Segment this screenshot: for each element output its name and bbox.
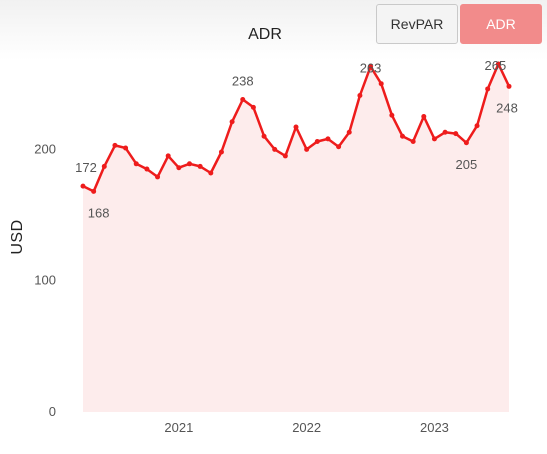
- data-point[interactable]: [410, 138, 416, 144]
- data-point[interactable]: [357, 93, 363, 99]
- data-point[interactable]: [346, 129, 352, 135]
- data-point[interactable]: [431, 136, 437, 142]
- data-point[interactable]: [325, 136, 331, 142]
- adr-toggle-button[interactable]: ADR: [460, 4, 542, 44]
- x-tick-label: 2021: [164, 420, 193, 435]
- data-point[interactable]: [144, 166, 150, 172]
- data-label: 248: [496, 100, 518, 115]
- data-point[interactable]: [442, 129, 448, 135]
- data-point[interactable]: [261, 133, 267, 139]
- x-tick-label: 2022: [292, 420, 321, 435]
- data-point[interactable]: [208, 170, 214, 176]
- data-point[interactable]: [80, 183, 86, 189]
- data-point[interactable]: [91, 188, 97, 194]
- data-point[interactable]: [474, 123, 480, 129]
- data-point[interactable]: [389, 112, 395, 118]
- y-axis-label: USD: [9, 219, 26, 254]
- data-point[interactable]: [112, 142, 118, 148]
- data-label: 168: [88, 205, 110, 220]
- y-tick-label: 0: [49, 404, 56, 419]
- data-point[interactable]: [453, 131, 459, 137]
- data-point[interactable]: [187, 161, 192, 167]
- data-point[interactable]: [495, 61, 501, 67]
- data-point[interactable]: [229, 119, 235, 125]
- data-point[interactable]: [155, 174, 161, 180]
- data-point[interactable]: [133, 161, 139, 167]
- chart-title: ADR: [248, 26, 282, 43]
- data-label: 265: [484, 58, 506, 73]
- data-point[interactable]: [240, 96, 246, 102]
- data-point[interactable]: [304, 146, 310, 152]
- data-point[interactable]: [197, 163, 203, 169]
- revpar-toggle-button[interactable]: RevPAR: [376, 4, 458, 44]
- data-point[interactable]: [378, 81, 384, 87]
- x-tick-label: 2023: [420, 420, 449, 435]
- data-point[interactable]: [485, 86, 491, 92]
- y-tick-label: 200: [34, 141, 56, 156]
- data-point[interactable]: [293, 124, 299, 130]
- data-label: 263: [360, 61, 382, 76]
- data-point[interactable]: [314, 138, 320, 144]
- data-point[interactable]: [368, 64, 374, 70]
- data-point[interactable]: [506, 83, 512, 89]
- data-point[interactable]: [272, 146, 278, 152]
- data-point[interactable]: [218, 149, 224, 155]
- adr-area-fill: [83, 64, 509, 412]
- data-point[interactable]: [123, 145, 129, 151]
- y-tick-label: 100: [34, 273, 56, 288]
- data-point[interactable]: [463, 140, 469, 146]
- data-point[interactable]: [421, 114, 427, 120]
- data-label: 238: [232, 73, 254, 88]
- data-point[interactable]: [250, 104, 256, 110]
- data-point[interactable]: [101, 163, 107, 169]
- data-point[interactable]: [176, 165, 182, 171]
- data-label: 205: [456, 157, 478, 172]
- data-point[interactable]: [282, 153, 288, 159]
- data-point[interactable]: [165, 153, 171, 159]
- data-point[interactable]: [400, 133, 405, 139]
- data-label: 172: [75, 160, 97, 175]
- data-point[interactable]: [336, 144, 342, 150]
